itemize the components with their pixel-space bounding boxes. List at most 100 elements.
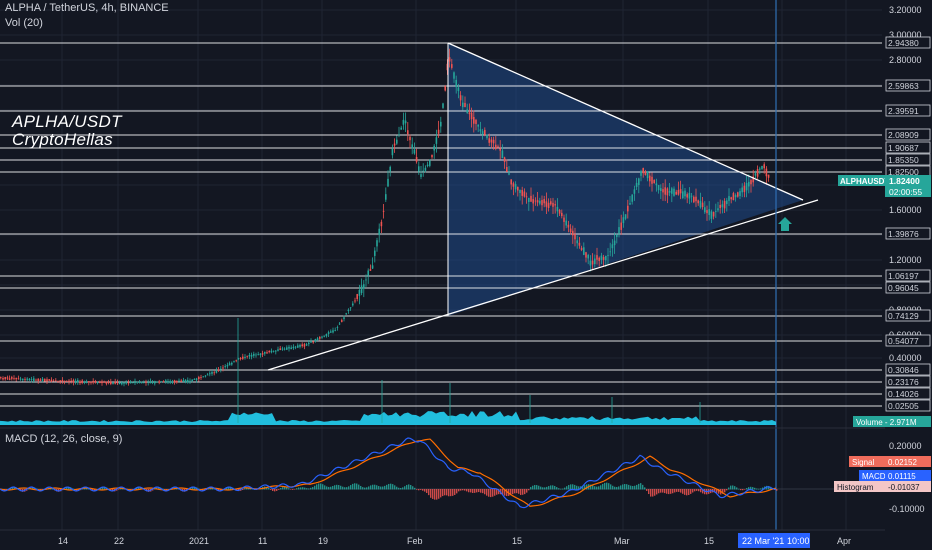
candle-body xyxy=(385,194,387,200)
candle-body xyxy=(569,228,572,233)
histogram-bar xyxy=(302,487,304,490)
histogram-bar xyxy=(376,485,378,490)
candle-body xyxy=(682,191,684,199)
candle-body xyxy=(290,347,292,350)
candle-body xyxy=(336,327,339,328)
candle-body xyxy=(523,191,526,197)
candle-body xyxy=(259,353,262,356)
candle-body xyxy=(457,87,460,92)
histogram-bar xyxy=(392,484,394,490)
histogram-bar xyxy=(668,489,670,495)
candle-body xyxy=(684,190,686,197)
histogram-bar xyxy=(594,486,596,490)
candle-body xyxy=(48,379,50,381)
candle-body xyxy=(616,234,618,238)
candle-body xyxy=(409,136,411,141)
histogram-bar xyxy=(468,489,470,493)
candle-body xyxy=(673,188,675,196)
histogram-bar xyxy=(324,485,326,490)
candle-body xyxy=(607,255,609,256)
histogram-bar xyxy=(422,489,424,491)
histogram-bar xyxy=(314,485,316,490)
candle-body xyxy=(112,382,114,384)
candle-body xyxy=(721,204,724,208)
histogram-bar xyxy=(32,487,34,490)
histogram-bar xyxy=(118,489,120,490)
histogram-bar xyxy=(492,489,494,497)
candle-body xyxy=(365,279,367,281)
candle-body xyxy=(701,202,704,208)
candle-body xyxy=(605,255,607,261)
level-label: 1.85350 xyxy=(888,155,919,165)
candle-body xyxy=(706,210,708,214)
histogram-bar xyxy=(616,486,618,490)
histogram-bar xyxy=(138,487,140,490)
candle-body xyxy=(497,146,499,148)
histogram-bar xyxy=(512,489,514,495)
histogram-bar xyxy=(690,489,692,494)
histogram-bar xyxy=(562,488,564,490)
histogram-bar xyxy=(208,488,210,490)
candle-body xyxy=(204,375,207,377)
histogram-bar xyxy=(336,484,338,490)
candle-body xyxy=(611,244,614,249)
candle-body xyxy=(341,320,343,322)
histogram-bar xyxy=(526,489,528,493)
candle-body xyxy=(195,378,198,380)
histogram-bar xyxy=(102,486,104,490)
histogram-bar xyxy=(646,489,648,491)
candle-body xyxy=(726,200,728,205)
price-tick-label: 1.20000 xyxy=(889,255,922,265)
level-label: 1.90687 xyxy=(888,143,919,153)
support-resistance-lines xyxy=(0,42,882,407)
candle-body xyxy=(6,377,9,379)
histogram-bar xyxy=(644,487,646,490)
candle-body xyxy=(556,206,559,212)
candle-body xyxy=(662,189,664,193)
current-date-label: 22 Mar '21 xyxy=(742,536,784,546)
histogram-bar xyxy=(436,489,438,500)
histogram-bar xyxy=(384,485,386,490)
histogram-bar xyxy=(458,489,460,492)
candle-body xyxy=(312,341,314,343)
candle-body xyxy=(466,109,468,113)
histogram-bar xyxy=(298,487,300,490)
candle-body xyxy=(189,380,191,383)
candle-body xyxy=(732,193,735,201)
candle-body xyxy=(167,381,169,383)
candle-body xyxy=(19,378,22,380)
candle-body xyxy=(292,346,295,349)
candle-body xyxy=(211,372,213,374)
histogram-bar xyxy=(352,483,354,490)
histogram-bar xyxy=(12,487,14,490)
candle-body xyxy=(330,331,332,333)
histogram-bar xyxy=(152,489,154,491)
candle-body xyxy=(8,378,11,380)
candle-body xyxy=(380,221,383,227)
candle-body xyxy=(52,380,55,382)
histogram-bar xyxy=(390,483,392,490)
histogram-bar xyxy=(536,485,538,490)
candle-body xyxy=(310,341,312,343)
candle-body xyxy=(587,254,589,259)
candle-body xyxy=(728,196,730,201)
candle-body xyxy=(2,377,4,380)
histogram-bar xyxy=(268,487,270,490)
candle-body xyxy=(653,180,655,184)
histogram-bar xyxy=(226,487,228,490)
candle-body xyxy=(528,197,530,202)
macd-legend-box xyxy=(834,481,885,492)
histogram-bar xyxy=(276,489,278,491)
histogram-bar xyxy=(448,489,450,497)
candle-body xyxy=(85,381,88,383)
histogram-bar xyxy=(460,489,462,491)
histogram-bar xyxy=(246,487,248,490)
histogram-bar xyxy=(488,489,490,497)
histogram-bar xyxy=(716,489,718,493)
histogram-bar xyxy=(286,487,288,490)
candle-body xyxy=(37,378,39,381)
price-tick-label: 3.20000 xyxy=(889,5,922,15)
candle-body xyxy=(543,199,545,204)
candle-body xyxy=(411,144,413,149)
